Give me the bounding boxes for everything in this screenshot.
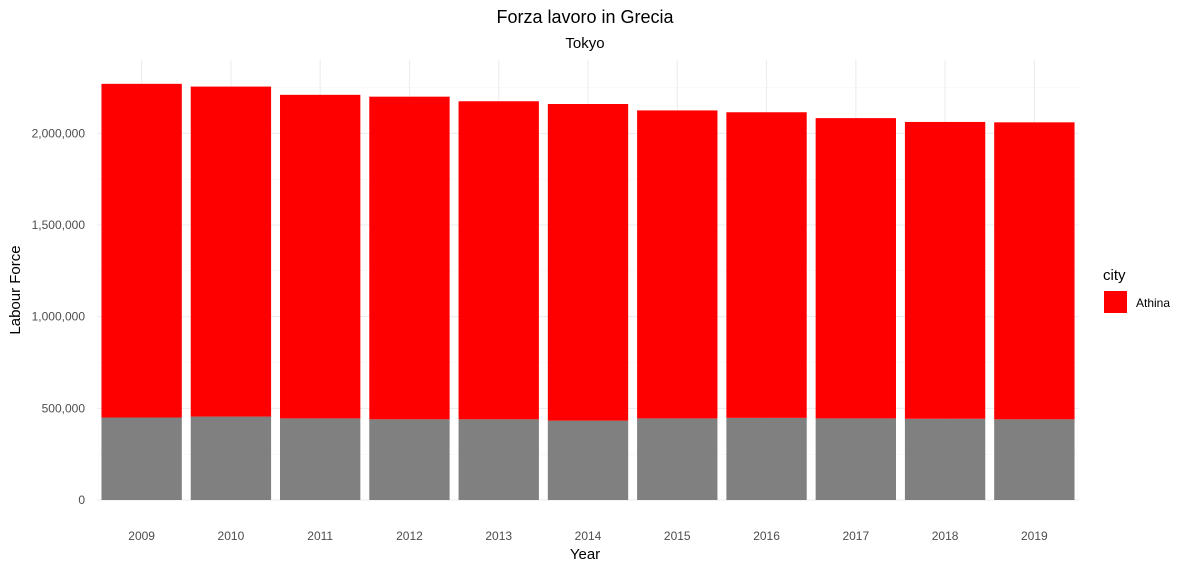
bar-2011-athina (280, 94, 361, 419)
x-tick-label: 2019 (1021, 529, 1048, 543)
x-tick-label: 2010 (218, 529, 245, 543)
bar-2014-gray (547, 420, 629, 500)
y-tick-label: 0 (78, 493, 85, 507)
bar-2017-gray (815, 418, 896, 500)
bar-2012-athina (369, 96, 450, 420)
bar-2017-athina (815, 118, 896, 419)
legend-title: city (1103, 267, 1126, 284)
legend-label-athina: Athina (1136, 296, 1170, 310)
bar-2011-gray (280, 418, 361, 500)
bar-2015-gray (637, 418, 718, 500)
bar-2009-gray (101, 417, 182, 500)
y-tick-label: 500,000 (42, 401, 86, 415)
bar-2019-gray (994, 419, 1075, 500)
bar-2013-gray (458, 419, 539, 500)
bar-2018-gray (904, 418, 986, 500)
bar-2019-athina (994, 122, 1075, 420)
x-tick-label: 2011 (307, 529, 333, 543)
x-tick-label: 2012 (396, 529, 423, 543)
bar-2015-athina (637, 110, 718, 419)
x-tick-label: 2017 (842, 529, 869, 543)
bars (101, 83, 1075, 500)
bar-2009-athina (101, 83, 182, 418)
bar-2012-gray (369, 419, 450, 500)
x-tick-label: 2015 (664, 529, 691, 543)
bar-2018-athina (904, 121, 986, 419)
legend: city Athina (1103, 267, 1170, 313)
bar-2014-athina (547, 104, 629, 421)
x-tick-label: 2016 (753, 529, 780, 543)
chart-title: Forza lavoro in Grecia (496, 7, 674, 27)
bar-2013-athina (458, 101, 539, 420)
x-axis-title: Year (570, 546, 600, 563)
y-axis-title: Labour Force (7, 245, 24, 334)
x-tick-label: 2014 (575, 529, 602, 543)
x-tick-label: 2013 (485, 529, 512, 543)
bar-2016-athina (726, 112, 807, 418)
y-tick-label: 1,500,000 (32, 218, 86, 232)
bar-2010-gray (190, 416, 272, 500)
y-tick-label: 2,000,000 (32, 126, 86, 140)
x-axis-ticks: 2009 2010 2011 2012 2013 2014 2015 2016 2017 2018… (128, 529, 1048, 543)
legend-swatch-athina (1104, 291, 1127, 313)
chart-subtitle: Tokyo (565, 35, 604, 52)
y-tick-label: 1,000,000 (32, 310, 86, 324)
x-tick-label: 2009 (128, 529, 155, 543)
y-axis-ticks: 0 500,000 1,000,000 1,500,000 2,000,000 (32, 126, 86, 507)
bar-2016-gray (726, 417, 807, 500)
bar-2010-athina (190, 86, 272, 417)
x-tick-label: 2018 (932, 529, 959, 543)
